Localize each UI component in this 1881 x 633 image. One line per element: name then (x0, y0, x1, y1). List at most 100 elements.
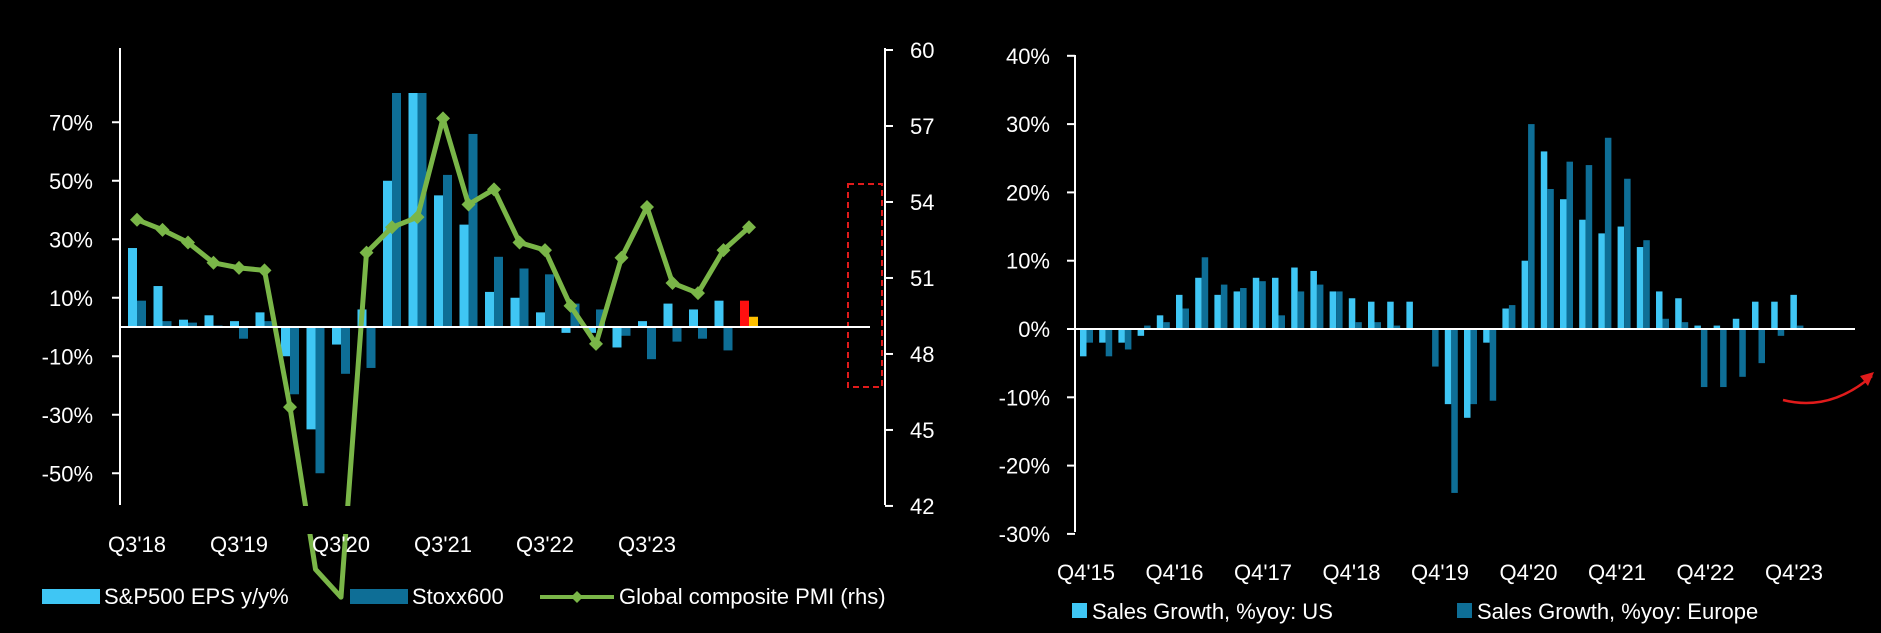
sales-europe-bar (1547, 188, 1554, 329)
legend-label-pmi: Global composite PMI (rhs) (619, 584, 886, 609)
sales-europe-bar (1316, 284, 1324, 329)
x-tick-label: Q4'20 (1499, 560, 1557, 585)
stoxx600-bar (443, 174, 452, 327)
pmi-marker (436, 111, 450, 126)
sales-us-bar (1617, 226, 1625, 329)
x-tick-label: Q3'20 (312, 532, 370, 557)
sales-europe-bar (1681, 322, 1689, 329)
sales-europe-bar (1086, 329, 1093, 343)
sales-us-bar (1732, 318, 1740, 329)
sp500-bar (663, 303, 673, 327)
sales-us-bar (1310, 270, 1317, 329)
sales-europe-bar (1528, 124, 1535, 329)
x-tick-label: Q4'22 (1676, 560, 1734, 585)
sales-europe-bar (1758, 329, 1765, 364)
x-tick-label: Q4'19 (1411, 560, 1469, 585)
y2-tick-label: 51 (910, 266, 934, 291)
stoxx600-bar (596, 309, 605, 327)
right-x-ticks: Q4'15 Q4'16 Q4'17 Q4'18 Q4'19 Q4'20 Q4'21 Q4'22… (1057, 560, 1823, 585)
pmi-marker (589, 336, 603, 351)
sp500-bar (689, 309, 698, 327)
legend-label-europe: Sales Growth, %yoy: Europe (1477, 599, 1758, 624)
sales-europe-bar (1278, 315, 1285, 329)
left-x-ticks: Q3'18 Q3'19 Q3'20 Q3'21 Q3'22 Q3'23 (108, 532, 676, 557)
stoxx600-bar (468, 133, 478, 327)
pmi-marker (665, 276, 680, 291)
trend-arrow (1782, 375, 1873, 405)
sales-europe-bar (1163, 322, 1170, 329)
sp500-bar (332, 327, 341, 345)
sp500-bar (281, 327, 290, 357)
sp500-bar (408, 93, 418, 327)
sp500-bar (536, 312, 545, 327)
stoxx600-bar (264, 321, 274, 327)
sales-europe-bar (1297, 291, 1305, 329)
sales-us-bar (1598, 233, 1605, 329)
sp500-bar (587, 327, 596, 333)
stoxx600-bar (366, 327, 376, 368)
sales-europe-bar (1432, 329, 1439, 367)
sales-us-bar (1137, 329, 1145, 336)
stoxx600-bar (672, 327, 682, 342)
legend-label-sp500: S&P500 EPS y/y% (104, 584, 289, 609)
legend-marker-pmi (571, 591, 583, 603)
sp500-bar (383, 180, 392, 327)
sales-europe-bar (1355, 322, 1362, 329)
x-tick-label: Q3'19 (210, 532, 268, 557)
y-tick-label: -20% (999, 454, 1050, 479)
y-tick-label: 70% (49, 110, 93, 135)
y-tick-label: -10% (999, 385, 1050, 410)
sales-us-bar (1291, 267, 1298, 329)
sales-us-bar (1752, 301, 1759, 329)
sp500-bar (128, 248, 137, 327)
left-y2-ticks: 60 57 54 51 48 45 42 (885, 38, 934, 519)
sales-us-bar (1790, 294, 1797, 329)
y-tick-label: -30% (42, 403, 93, 428)
sales-us-bar (1272, 277, 1279, 329)
pmi-marker (206, 255, 221, 270)
y-tick-label: 10% (49, 286, 93, 311)
sales-us-bar (1636, 247, 1644, 329)
sales-europe-bar (1470, 329, 1477, 405)
right-chart: 40%30%20%10%0%-10%-20%-30% Q4'15 Q4'16 Q4'… (999, 44, 1874, 624)
pmi-marker (461, 197, 476, 212)
sales-europe-series (1086, 124, 1804, 493)
pmi-marker (640, 200, 654, 215)
y-tick-label: 50% (49, 169, 93, 194)
sales-europe-bar (1604, 137, 1612, 329)
sales-us-bar (1406, 301, 1413, 329)
sp500-bar (230, 321, 239, 327)
pmi-series (100, 111, 900, 600)
highlight-box (847, 183, 883, 388)
sales-europe-bar (1124, 329, 1132, 350)
stoxx600-bar (290, 327, 299, 395)
legend-swatch-stoxx600 (350, 589, 408, 604)
sales-us-series (1080, 151, 1797, 418)
x-tick-label: Q3'21 (414, 532, 472, 557)
sales-europe-bar (1144, 325, 1151, 329)
y2-tick-label: 54 (910, 190, 934, 215)
sales-us-bar (1560, 199, 1567, 329)
pmi-marker (512, 235, 527, 250)
sp500-bar (459, 224, 469, 327)
sales-europe-bar (1374, 322, 1381, 329)
highlight-bars (740, 300, 758, 327)
right-y-ticks: 40% 30% 20% 10% 0% -10% -20% -30% (999, 44, 1075, 547)
x-tick-label: Q3'18 (108, 532, 166, 557)
pmi-marker (691, 286, 705, 301)
sales-europe-bar (1796, 325, 1804, 329)
trend-arrow-head (1860, 372, 1874, 386)
sales-us-bar (1502, 308, 1509, 329)
sales-europe-bar (1451, 329, 1458, 493)
legend-label-stoxx600: Stoxx600 (412, 584, 504, 609)
x-tick-label: Q4'21 (1588, 560, 1646, 585)
sales-us-bar (1579, 219, 1586, 329)
pmi-marker (155, 222, 170, 237)
pmi-marker (563, 298, 578, 313)
pmi-marker (130, 212, 144, 227)
y-tick-label: -10% (42, 344, 93, 369)
sales-europe-bar (1585, 165, 1593, 329)
y2-tick-label: 42 (910, 494, 934, 519)
sales-europe-bar (1240, 288, 1247, 329)
y-tick-label: 0% (1018, 317, 1050, 342)
